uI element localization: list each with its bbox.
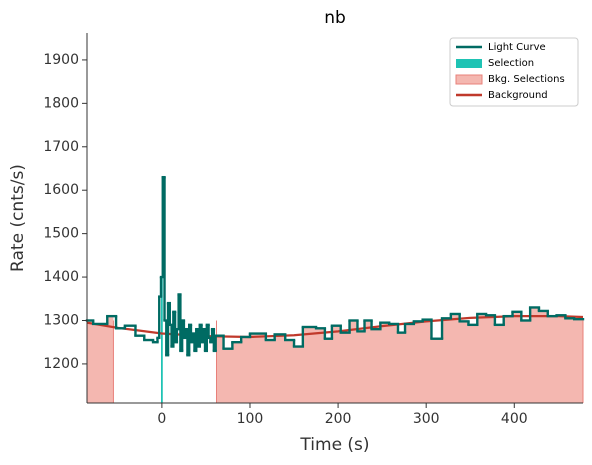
legend-label: Light Curve: [488, 42, 546, 53]
y-tick-label: 1900: [43, 52, 79, 68]
bkg-selection: [87, 177, 114, 403]
legend-box: [449, 37, 579, 107]
x-tick-label: 100: [237, 411, 264, 427]
legend-label: Background: [488, 90, 548, 101]
x-tick-label: 200: [325, 411, 352, 427]
chart-title: nb: [324, 8, 346, 28]
x-axis-label: Time (s): [299, 435, 369, 455]
legend-swatch: [455, 74, 483, 85]
y-tick-label: 1300: [43, 312, 79, 328]
x-tick-label: 0: [157, 411, 166, 427]
y-tick-label: 1700: [43, 139, 79, 155]
x-tick-label: 400: [501, 411, 528, 427]
x-tick-label: 300: [413, 411, 440, 427]
y-tick-label: 1500: [43, 226, 79, 242]
y-tick-label: 1800: [43, 95, 79, 111]
legend-label: Selection: [488, 58, 534, 69]
legend-swatch: [456, 59, 482, 68]
background-line: [86, 315, 584, 339]
y-tick-label: 1400: [43, 269, 79, 285]
y-tick-label: 1200: [43, 356, 79, 372]
legend-label: Bkg. Selections: [488, 74, 565, 85]
y-axis-label: Rate (cnts/s): [8, 164, 28, 272]
y-tick-label: 1600: [43, 182, 79, 198]
